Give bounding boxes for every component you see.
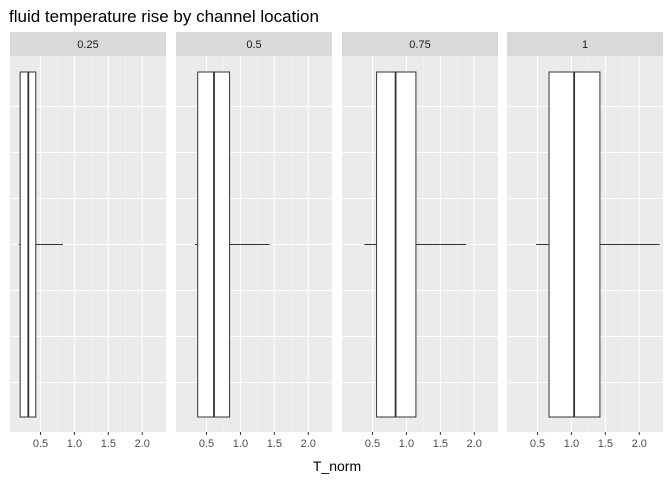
x-tick-label: 1.5 xyxy=(433,438,448,450)
facet-panel: 1 0.5 1.0 1.5 2.0 xyxy=(507,32,663,450)
x-tick-label: 0.5 xyxy=(365,438,380,450)
chart-title: fluid temperature rise by channel locati… xyxy=(9,7,319,26)
x-tick-label: 2.0 xyxy=(301,438,316,450)
facet-panel: 0.25 0.5 1.0 1.5 2.0 xyxy=(10,32,166,450)
x-tick-label: 1.5 xyxy=(598,438,613,450)
x-axis-title: T_norm xyxy=(313,458,361,474)
x-tick-label: 1.0 xyxy=(399,438,414,450)
x-tick-label: 2.0 xyxy=(467,438,482,450)
facet-strip xyxy=(342,32,498,56)
facet-strip-label: 0.25 xyxy=(77,39,98,51)
facet-strip-label: 0.75 xyxy=(409,39,430,51)
x-tick-label: 1.0 xyxy=(564,438,579,450)
facet-strip xyxy=(507,32,663,56)
x-tick-label: 2.0 xyxy=(135,438,150,450)
x-tick-label: 0.5 xyxy=(33,438,48,450)
facet-strip-label: 0.5 xyxy=(246,39,261,51)
facet-strip xyxy=(176,32,332,56)
x-tick-label: 1.0 xyxy=(233,438,248,450)
facet-strip-label: 1 xyxy=(582,39,588,51)
x-tick-label: 2.0 xyxy=(632,438,647,450)
facet-strip xyxy=(10,32,166,56)
x-tick-label: 1.5 xyxy=(101,438,116,450)
facet-panels: 0.25 0.5 1.0 1.5 2.0 0.5 0.5 1.0 1.5 2.0 0.75 0.5 1.… xyxy=(10,32,663,450)
x-tick-label: 1.0 xyxy=(67,438,82,450)
facet-panel: 0.5 0.5 1.0 1.5 2.0 xyxy=(176,32,332,450)
x-tick-label: 1.5 xyxy=(267,438,282,450)
x-tick-label: 0.5 xyxy=(530,438,545,450)
x-tick-label: 0.5 xyxy=(199,438,214,450)
facet-panel: 0.75 0.5 1.0 1.5 2.0 xyxy=(342,32,498,450)
